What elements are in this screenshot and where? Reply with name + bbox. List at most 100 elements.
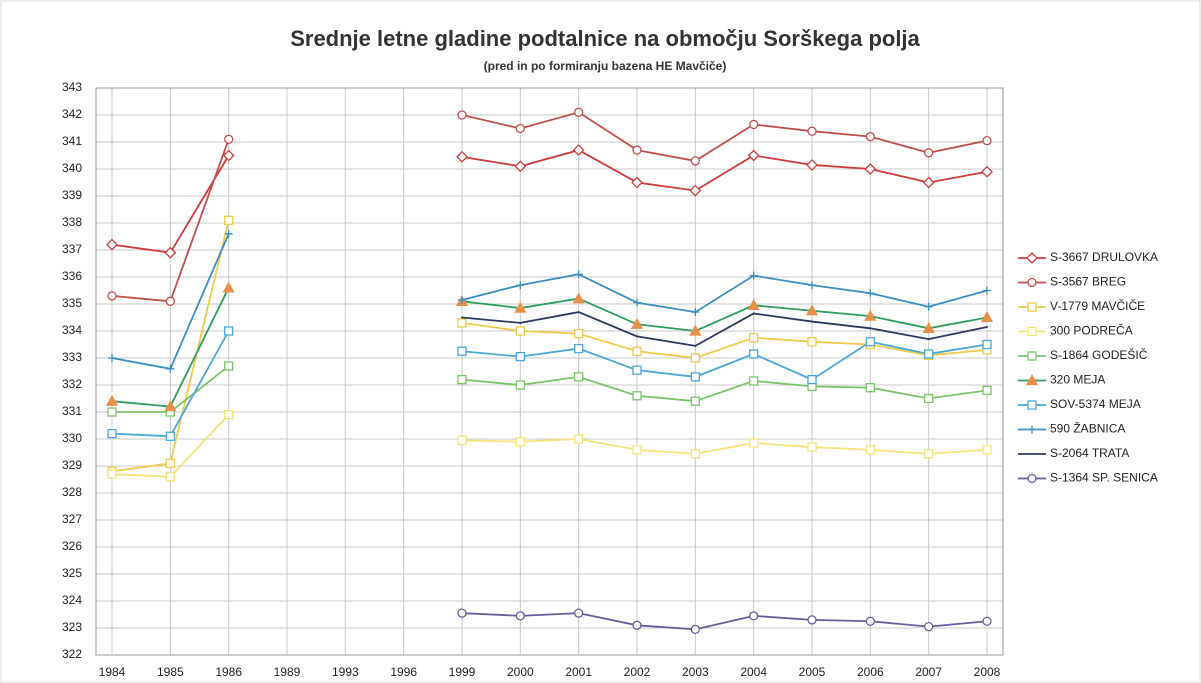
marker <box>866 289 875 298</box>
marker <box>982 135 992 146</box>
x-tick-label: 2007 <box>915 665 942 679</box>
y-tick-label: 332 <box>62 377 82 391</box>
x-tick-label: 1993 <box>332 665 359 679</box>
marker <box>865 383 875 393</box>
chart-title: Srednje letne gladine podtalnice na obmo… <box>290 26 920 51</box>
marker <box>980 311 994 323</box>
marker <box>807 615 817 625</box>
point <box>811 320 813 323</box>
marker <box>458 295 466 304</box>
marker <box>1025 374 1039 386</box>
point <box>636 335 638 338</box>
legend-label: S-3567 BREG <box>1050 275 1126 289</box>
plot-area <box>95 87 1004 656</box>
marker <box>631 176 643 189</box>
y-tick-label: 338 <box>62 215 82 229</box>
marker <box>983 286 991 295</box>
marker <box>924 302 933 311</box>
legend-label: S-1864 GODEŠIČ <box>1050 347 1148 362</box>
marker <box>865 445 875 455</box>
y-tick-label: 324 <box>62 593 82 607</box>
marker <box>690 372 700 382</box>
marker <box>924 622 934 632</box>
marker <box>108 354 116 362</box>
y-tick-label: 328 <box>62 485 82 499</box>
marker <box>632 445 642 455</box>
marker <box>630 317 644 329</box>
marker <box>806 159 818 171</box>
marker <box>632 620 642 630</box>
marker <box>224 134 234 144</box>
marker <box>574 270 583 279</box>
marker <box>515 380 525 390</box>
marker <box>164 400 177 412</box>
x-tick-label: 2000 <box>507 665 534 679</box>
marker <box>749 271 758 280</box>
marker <box>924 393 934 404</box>
y-tick-label: 337 <box>62 242 82 256</box>
point <box>461 316 463 319</box>
x-tick-label: 2003 <box>682 665 709 679</box>
marker <box>1027 400 1037 410</box>
marker <box>632 145 642 155</box>
marker <box>807 126 817 136</box>
marker <box>107 428 117 439</box>
marker <box>922 176 935 189</box>
marker <box>224 410 234 420</box>
marker <box>166 364 175 373</box>
marker <box>749 333 759 343</box>
marker <box>515 351 525 362</box>
y-tick-label: 333 <box>62 350 82 364</box>
legend-label: V-1779 MAVČIČE <box>1050 298 1145 313</box>
marker <box>807 374 817 385</box>
marker <box>689 324 702 336</box>
marker <box>574 608 584 618</box>
marker <box>808 281 816 290</box>
point <box>519 321 522 324</box>
marker <box>632 365 642 375</box>
marker <box>632 391 642 401</box>
marker <box>165 472 175 482</box>
marker <box>1027 302 1037 312</box>
point <box>927 338 930 341</box>
series-line <box>461 311 988 347</box>
marker <box>1027 277 1037 288</box>
marker <box>515 123 525 134</box>
marker <box>690 396 700 406</box>
x-tick-label: 2005 <box>799 665 826 679</box>
marker <box>457 374 467 385</box>
marker <box>457 110 467 120</box>
x-tick-label: 2008 <box>974 665 1001 679</box>
marker <box>165 458 175 468</box>
marker <box>165 431 175 441</box>
point <box>577 311 580 314</box>
x-tick-label: 2004 <box>740 665 767 679</box>
marker <box>224 229 233 238</box>
marker <box>222 149 235 162</box>
series-line <box>461 612 988 631</box>
x-tick-label: 1986 <box>215 665 242 679</box>
marker <box>981 165 993 178</box>
marker <box>864 163 877 175</box>
marker <box>457 608 467 618</box>
marker <box>107 291 117 301</box>
marker <box>457 346 467 356</box>
marker <box>1027 351 1037 361</box>
marker <box>514 301 527 313</box>
y-tick-label: 335 <box>62 296 82 310</box>
y-tick-label: 334 <box>62 323 82 337</box>
marker <box>749 438 759 448</box>
x-tick-label: 2006 <box>857 665 884 679</box>
y-tick-label: 343 <box>62 80 82 94</box>
chart-subtitle: (pred in po formiranju bazena HE Mavčiče… <box>484 59 727 73</box>
legend-label: S-2064 TRATA <box>1050 446 1129 460</box>
marker <box>164 246 177 259</box>
marker <box>574 107 584 117</box>
x-tick-label: 1999 <box>449 665 476 679</box>
marker <box>924 148 934 158</box>
x-tick-label: 2002 <box>624 665 651 679</box>
marker <box>807 442 817 452</box>
y-tick-label: 326 <box>62 539 82 553</box>
x-tick-label: 1984 <box>99 665 126 679</box>
